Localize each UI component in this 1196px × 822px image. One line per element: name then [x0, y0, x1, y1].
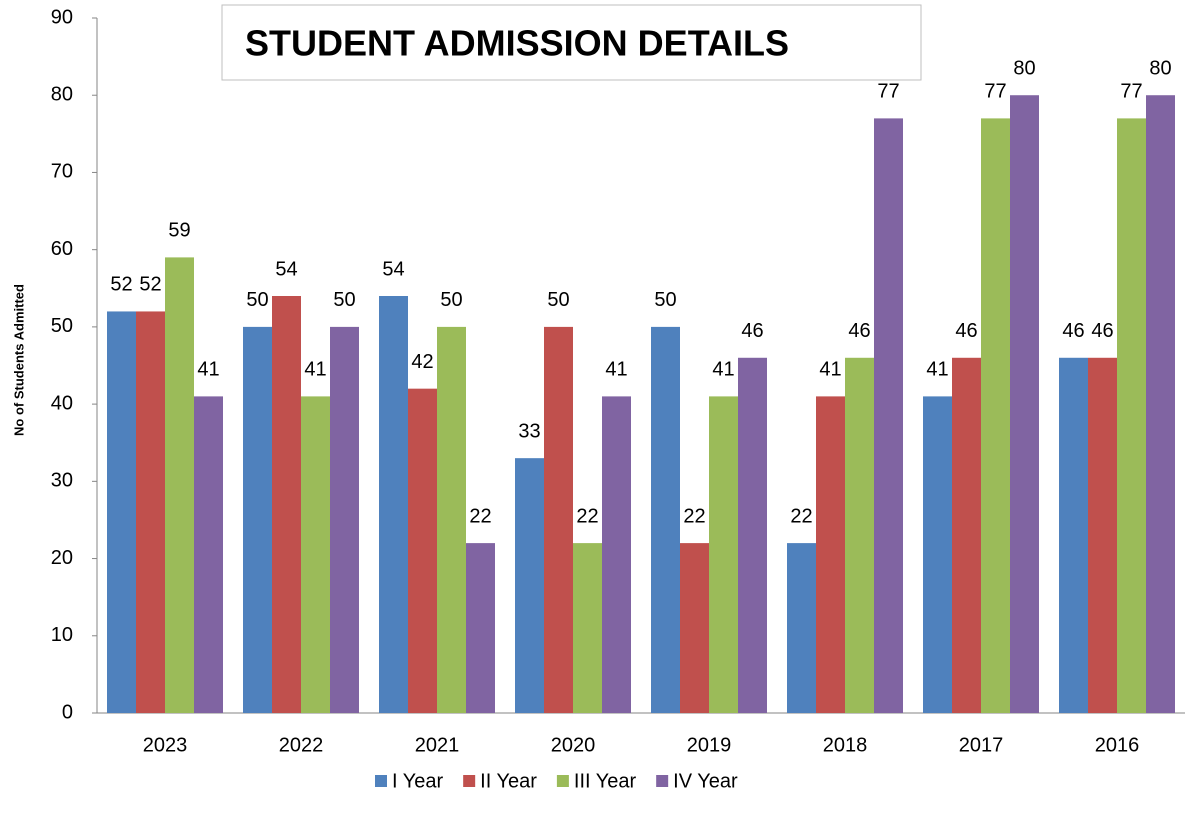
data-label: 46 [955, 320, 977, 342]
data-label: 46 [1091, 320, 1113, 342]
bar [330, 326, 359, 713]
data-label: 80 [1149, 58, 1171, 80]
data-label: 52 [139, 274, 161, 296]
y-axis-label: No of Students Admitted [11, 284, 26, 436]
y-tick-label: 50 [51, 315, 73, 337]
x-tick-label: 2016 [1095, 734, 1140, 756]
y-tick-label: 60 [51, 238, 73, 260]
data-label: 42 [411, 351, 433, 373]
bar [379, 296, 408, 713]
data-label: 77 [1120, 81, 1142, 103]
data-label: 77 [984, 81, 1006, 103]
bar [874, 118, 903, 713]
data-label: 54 [382, 258, 404, 280]
bar [194, 396, 223, 713]
legend-label: III Year [574, 770, 637, 792]
data-label: 59 [168, 220, 190, 242]
data-label: 41 [926, 359, 948, 381]
data-label: 80 [1013, 58, 1035, 80]
data-label: 50 [246, 289, 268, 311]
y-tick-label: 20 [51, 547, 73, 569]
bar [243, 326, 272, 713]
data-label: 50 [654, 289, 676, 311]
y-tick-label: 10 [51, 624, 73, 646]
data-label: 41 [712, 359, 734, 381]
bar [738, 357, 767, 713]
bar [437, 326, 466, 713]
legend-swatch [656, 775, 669, 787]
bar [981, 118, 1010, 713]
bar [515, 458, 544, 713]
data-label: 46 [741, 320, 763, 342]
bar [651, 326, 680, 713]
legend-swatch [375, 775, 387, 787]
x-tick-label: 2021 [415, 734, 460, 756]
title-box [221, 4, 922, 81]
data-label: 54 [275, 258, 297, 280]
x-tick-label: 2022 [279, 734, 324, 756]
data-label: 46 [848, 320, 870, 342]
x-tick-label: 2017 [959, 734, 1004, 756]
y-tick-label: 70 [51, 161, 73, 183]
bar [787, 543, 816, 713]
bar [845, 357, 874, 713]
data-label: 22 [576, 505, 598, 527]
bar [1117, 118, 1146, 713]
bar [544, 326, 573, 713]
bar [107, 311, 136, 713]
bar [709, 396, 738, 713]
data-label: 50 [440, 289, 462, 311]
x-tick-label: 2023 [143, 734, 188, 756]
legend-label: IV Year [673, 770, 738, 792]
bar [923, 396, 952, 713]
data-label: 33 [518, 420, 540, 442]
data-label: 22 [683, 505, 705, 527]
bar [1010, 95, 1039, 713]
bar [136, 311, 165, 713]
data-label: 77 [877, 81, 899, 103]
bar [602, 396, 631, 713]
bar [301, 396, 330, 713]
data-label: 22 [469, 505, 491, 527]
bar [466, 543, 495, 713]
data-label: 41 [304, 359, 326, 381]
y-tick-label: 30 [51, 470, 73, 492]
bar [1146, 95, 1175, 713]
data-label: 46 [1062, 320, 1084, 342]
bar [272, 296, 301, 713]
y-tick-label: 90 [51, 6, 73, 28]
data-label: 50 [547, 289, 569, 311]
x-tick-label: 2020 [551, 734, 596, 756]
legend-swatch [463, 775, 476, 787]
y-tick-label: 40 [51, 392, 73, 414]
bar [408, 388, 437, 713]
x-tick-label: 2018 [823, 734, 868, 756]
bar [573, 543, 602, 713]
data-label: 41 [197, 359, 219, 381]
data-label: 50 [333, 289, 355, 311]
chart-title: STUDENT ADMISSION DETAILS [245, 23, 789, 64]
legend-swatch [556, 775, 569, 787]
bar [165, 257, 194, 713]
data-label: 52 [110, 274, 132, 296]
legend-label: I Year [392, 770, 444, 792]
bar [1088, 357, 1117, 713]
bar [952, 357, 981, 713]
data-label: 22 [790, 505, 812, 527]
bar [680, 543, 709, 713]
x-tick-label: 2019 [687, 734, 732, 756]
y-tick-label: 80 [51, 84, 73, 106]
legend-label: II Year [480, 770, 537, 792]
data-label: 41 [819, 359, 841, 381]
bar [816, 396, 845, 713]
y-tick-label: 0 [62, 701, 73, 723]
data-label: 41 [605, 359, 627, 381]
bar [1059, 357, 1088, 713]
